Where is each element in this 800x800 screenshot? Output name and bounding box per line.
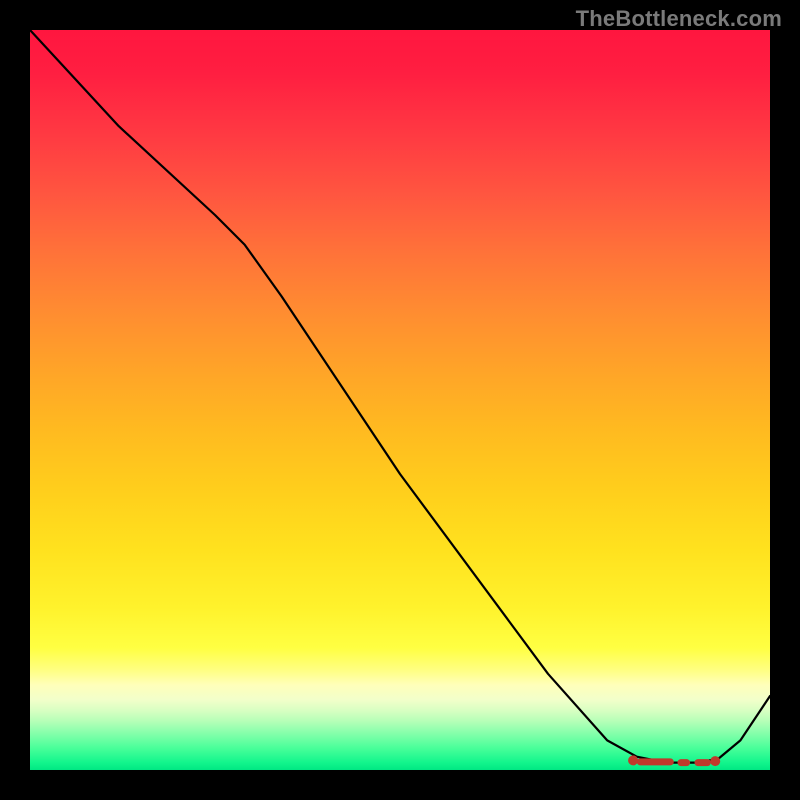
marker-pill <box>695 759 711 766</box>
marker-pill <box>637 758 674 765</box>
chart-container: TheBottleneck.com <box>0 0 800 800</box>
marker-pill <box>678 759 691 766</box>
marker-dot <box>710 756 720 766</box>
plot-area <box>30 30 770 770</box>
marker-dot <box>628 755 638 765</box>
watermark-text: TheBottleneck.com <box>576 6 782 32</box>
curve-line <box>30 30 770 763</box>
chart-svg <box>30 30 770 770</box>
